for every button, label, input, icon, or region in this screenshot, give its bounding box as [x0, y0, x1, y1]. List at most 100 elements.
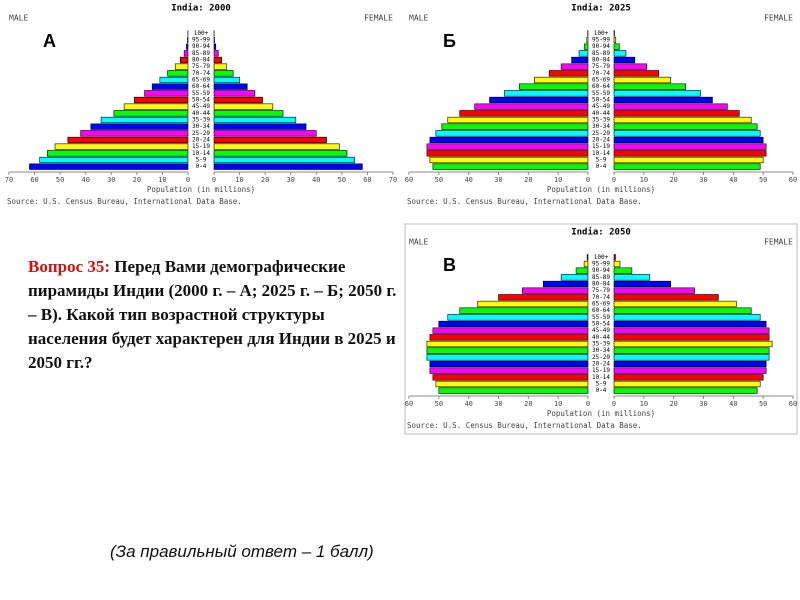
bar-male	[498, 294, 589, 301]
chart-background	[5, 0, 397, 210]
age-label: 50-54	[592, 97, 610, 104]
bar-male	[159, 76, 189, 84]
x-tick-label: 60	[789, 400, 797, 408]
age-label: 5-9	[196, 157, 207, 164]
x-tick-label: 20	[261, 176, 269, 184]
age-label: 75-79	[592, 287, 610, 294]
bar-female	[613, 43, 620, 50]
age-label: 45-49	[592, 327, 610, 334]
age-label: 85-89	[192, 50, 210, 57]
age-label: 65-69	[592, 77, 610, 84]
bar-female	[613, 156, 764, 164]
bar-female	[613, 294, 719, 301]
age-label: 80-84	[592, 281, 610, 288]
x-tick-label: 40	[81, 176, 89, 184]
bar-female	[613, 280, 671, 288]
bar-female	[213, 70, 234, 77]
bar-female	[613, 143, 767, 150]
age-label: 0-4	[196, 163, 207, 170]
x-tick-label: 10	[554, 400, 562, 408]
legend-male: MALE	[9, 14, 28, 23]
panel-label: А	[43, 31, 56, 51]
bar-female	[613, 387, 758, 394]
bar-male	[519, 83, 589, 90]
bar-female	[613, 50, 627, 57]
x-tick-label: 20	[133, 176, 141, 184]
x-tick-label: 60	[405, 176, 413, 184]
bar-male	[560, 63, 589, 70]
bar-female	[613, 110, 740, 117]
bar-female	[613, 287, 695, 294]
bar-female	[613, 96, 713, 104]
bar-male	[586, 36, 589, 44]
bar-female	[213, 50, 219, 57]
bar-male	[522, 287, 589, 294]
panel-label: Б	[443, 31, 456, 51]
bar-female	[613, 267, 633, 274]
age-label: 20-24	[592, 137, 610, 144]
x-tick-label: 40	[729, 400, 737, 408]
bar-female	[213, 150, 348, 157]
legend-male: MALE	[409, 14, 428, 23]
source: Source: U.S. Census Bureau, Internationa…	[407, 197, 642, 206]
bar-female	[613, 130, 761, 137]
bar-male	[459, 110, 589, 117]
bar-male	[426, 340, 589, 348]
question: Вопрос 35: Перед Вами демографические пи…	[28, 255, 398, 375]
age-label: 0-4	[596, 387, 607, 394]
x-tick-label: 0	[612, 400, 616, 408]
bar-female	[613, 367, 767, 374]
age-label: 40-44	[592, 334, 610, 341]
bar-male	[477, 300, 589, 308]
bar-male	[474, 103, 589, 110]
age-label: 10-14	[192, 150, 210, 157]
bar-female	[613, 83, 686, 90]
bar-male	[583, 260, 589, 268]
x-tick-label: 30	[494, 176, 502, 184]
age-label: 25-29	[592, 354, 610, 361]
bar-female	[213, 56, 222, 64]
age-label: 90-94	[592, 43, 610, 50]
age-label: 30-34	[592, 347, 610, 354]
age-label: 75-79	[192, 63, 210, 70]
x-tick-label: 30	[699, 176, 707, 184]
x-tick-label: 60	[363, 176, 371, 184]
bar-male	[80, 130, 189, 137]
bar-male	[459, 307, 589, 314]
age-label: 0-4	[596, 163, 607, 170]
x-tick-label: 20	[669, 400, 677, 408]
age-label: 60-64	[592, 83, 610, 90]
age-label: 20-24	[592, 361, 610, 368]
bar-male	[429, 334, 589, 341]
x-tick-label: 0	[586, 176, 590, 184]
age-label: 75-79	[592, 63, 610, 70]
bar-male	[29, 163, 189, 170]
x-tick-label: 0	[212, 176, 216, 184]
x-tick-label: 40	[464, 176, 472, 184]
age-label: 80-84	[592, 57, 610, 64]
x-tick-label: 10	[640, 400, 648, 408]
bar-male	[54, 143, 189, 150]
bar-male	[447, 314, 589, 321]
bar-female	[213, 36, 215, 44]
bar-male	[429, 360, 589, 368]
bar-male	[100, 116, 189, 124]
bar-male	[426, 143, 589, 150]
age-label: 40-44	[192, 110, 210, 117]
x-tick-label: 40	[464, 400, 472, 408]
bar-male	[429, 367, 589, 374]
x-axis-label: Population (in millions)	[547, 409, 655, 418]
bar-male	[113, 110, 189, 117]
x-axis-label: Population (in millions)	[147, 185, 255, 194]
age-label: 85-89	[592, 274, 610, 281]
age-label: 95-99	[192, 37, 210, 44]
bar-male	[426, 347, 589, 354]
bar-female	[613, 116, 752, 124]
age-label: 100+	[194, 30, 209, 37]
bar-male	[432, 327, 589, 334]
bar-female	[613, 90, 701, 97]
x-tick-label: 30	[699, 400, 707, 408]
age-label: 15-19	[192, 143, 210, 150]
age-label: 30-34	[192, 123, 210, 130]
